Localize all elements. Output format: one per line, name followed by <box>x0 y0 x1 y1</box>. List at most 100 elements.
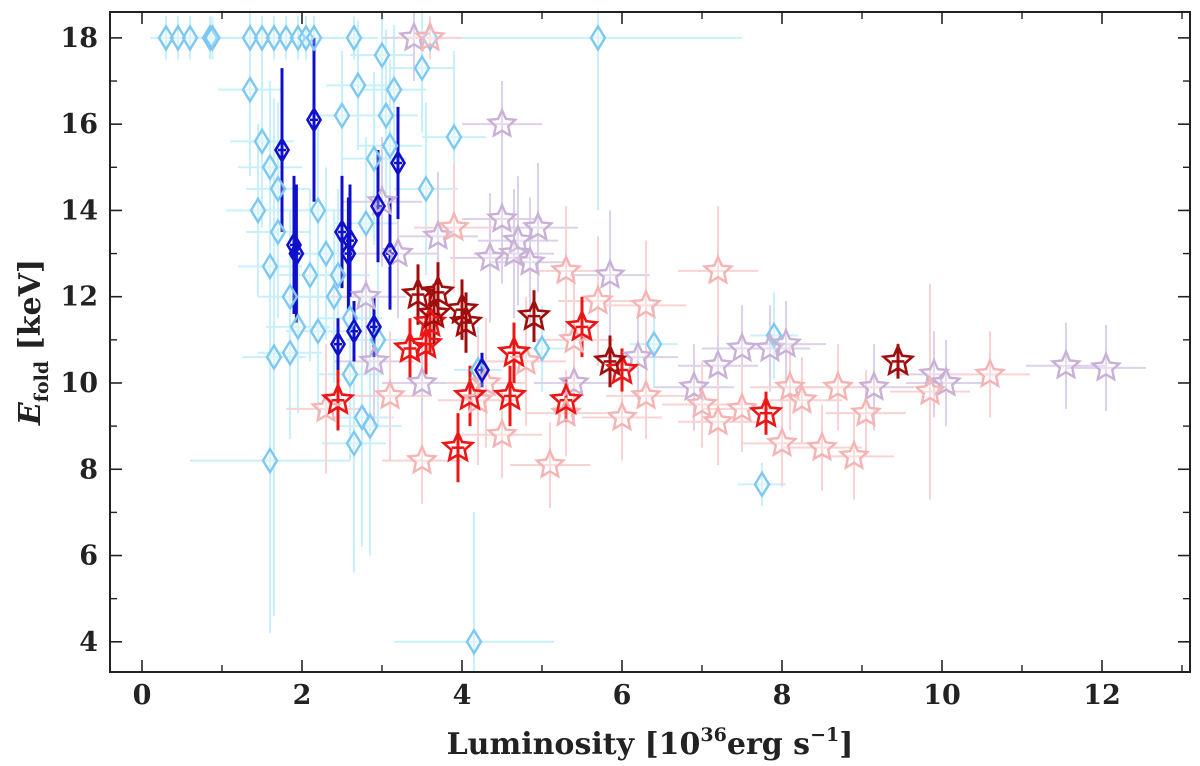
diamond-marker <box>340 240 357 268</box>
diamond-marker <box>253 24 271 52</box>
star-marker <box>880 343 916 377</box>
star-marker <box>973 357 1007 389</box>
diamond-marker <box>281 282 299 311</box>
star-marker <box>849 396 883 427</box>
diamond-marker <box>301 261 319 289</box>
diamond-marker <box>589 24 607 52</box>
star-marker <box>516 297 552 331</box>
y-tick-label: 12 <box>60 282 98 313</box>
diamond-marker <box>157 24 175 52</box>
diamond-marker <box>273 136 291 164</box>
diamond-marker <box>333 101 351 130</box>
y-tick-label: 14 <box>60 195 98 226</box>
star-marker <box>753 331 787 363</box>
plot-frame <box>109 11 1191 673</box>
diamond-marker <box>201 24 219 52</box>
diamond-marker <box>309 196 327 225</box>
diamond-marker <box>241 75 259 104</box>
star-marker <box>701 348 735 380</box>
diamond-marker <box>285 231 303 259</box>
star-marker <box>564 308 600 342</box>
y-tick-label: 16 <box>60 109 98 140</box>
diamond-marker <box>269 218 287 246</box>
star-marker <box>320 381 356 416</box>
star-marker <box>725 391 759 423</box>
star-marker <box>496 334 532 368</box>
diamond-marker <box>341 304 359 333</box>
star-marker <box>485 107 519 138</box>
star-marker <box>701 404 735 436</box>
diamond-marker <box>417 175 435 203</box>
diamond-marker <box>469 356 487 384</box>
diamond-marker <box>369 192 387 220</box>
diamond-marker <box>241 24 259 52</box>
diamond-marker <box>203 24 221 52</box>
diamond-marker <box>357 209 375 238</box>
star-marker <box>1049 348 1083 380</box>
diamond-marker <box>389 149 407 177</box>
star-marker <box>605 400 639 432</box>
star-marker <box>452 377 488 411</box>
star-marker <box>701 253 735 285</box>
x-tick-label: 2 <box>293 680 312 711</box>
star-marker <box>629 288 663 320</box>
diamond-marker <box>265 24 283 52</box>
star-marker <box>405 443 439 475</box>
diamond-marker <box>281 338 299 367</box>
star-marker <box>533 447 567 479</box>
diamond-marker <box>473 356 491 384</box>
diamond-marker <box>277 24 295 52</box>
y-tick-label: 10 <box>60 368 98 399</box>
star-marker <box>765 426 799 458</box>
diamond-marker <box>249 196 267 225</box>
diamond-marker <box>361 412 379 440</box>
star-marker <box>785 383 819 415</box>
diamond-marker <box>381 131 399 160</box>
star-marker <box>805 430 839 462</box>
star-marker <box>357 344 391 376</box>
error-bars <box>150 12 1146 672</box>
diamond-marker <box>261 153 279 182</box>
star-marker <box>837 439 871 471</box>
axis-ticks <box>110 12 1190 672</box>
diamond-marker <box>261 446 279 475</box>
diamond-marker <box>445 123 463 151</box>
star-marker <box>592 343 628 377</box>
star-marker <box>416 295 452 329</box>
x-tick-label: 12 <box>1083 680 1121 711</box>
x-tick-label: 10 <box>923 680 961 711</box>
y-tick-label: 4 <box>79 627 98 658</box>
star-marker <box>725 331 759 363</box>
star-marker <box>1089 350 1123 382</box>
diamond-marker <box>753 470 771 499</box>
diamond-marker <box>465 627 483 656</box>
diamond-marker <box>377 101 395 130</box>
star-marker <box>309 391 343 423</box>
star-marker <box>492 377 528 411</box>
diamond-marker <box>365 313 383 341</box>
x-tick-label: 6 <box>613 680 632 711</box>
diamond-marker <box>329 261 347 289</box>
y-tick-label: 18 <box>60 23 98 54</box>
x-axis-label: Luminosity [1036erg s−1] <box>447 724 854 762</box>
diamond-marker <box>309 317 327 346</box>
star-marker <box>581 283 615 315</box>
diamond-marker <box>345 24 363 52</box>
star-marker <box>604 351 640 385</box>
star-marker <box>413 20 447 52</box>
star-marker <box>685 387 719 419</box>
diamond-marker <box>341 227 359 255</box>
star-marker <box>748 394 784 428</box>
star-marker <box>485 202 519 233</box>
star-marker <box>420 274 456 308</box>
diamond-marker <box>261 252 279 281</box>
star-marker <box>408 325 444 359</box>
star-marker <box>509 344 543 376</box>
star-marker <box>913 374 947 406</box>
star-marker <box>621 340 655 371</box>
diamond-marker <box>265 343 283 371</box>
star-marker <box>392 330 428 364</box>
diamond-marker <box>181 24 199 52</box>
diamond-marker <box>381 240 399 268</box>
